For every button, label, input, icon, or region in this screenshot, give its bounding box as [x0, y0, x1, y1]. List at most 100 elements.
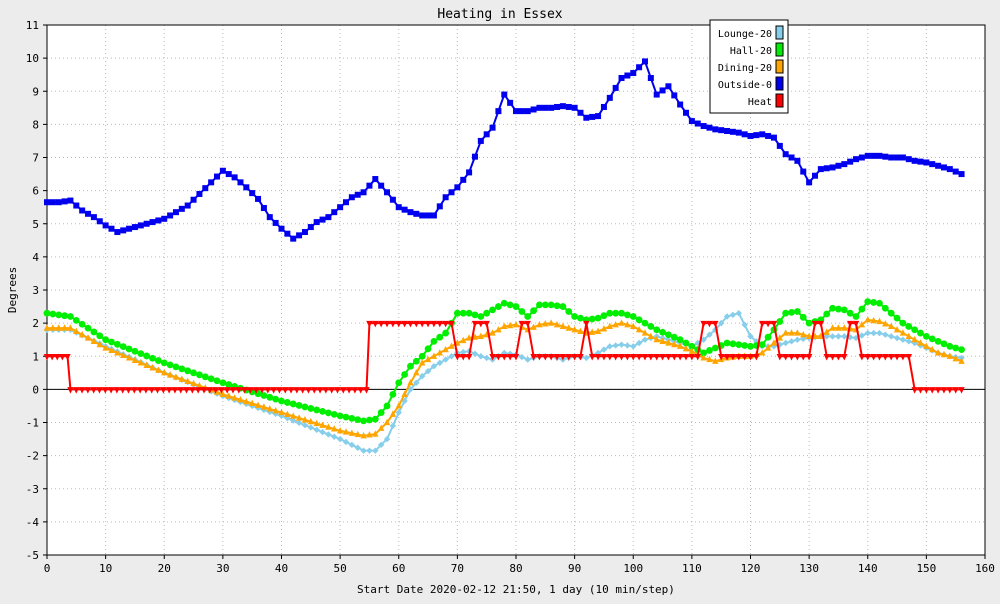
data-point: [641, 336, 649, 343]
data-point: [536, 354, 543, 361]
data-point: [61, 324, 68, 331]
data-point: [753, 338, 760, 345]
data-point: [249, 190, 256, 197]
data-point: [55, 199, 62, 206]
data-point: [213, 377, 221, 385]
data-point: [90, 337, 98, 344]
data-point: [200, 387, 208, 394]
data-point: [305, 387, 312, 394]
data-point: [184, 202, 191, 209]
data-point: [888, 354, 895, 361]
data-point: [430, 352, 438, 359]
data-point: [148, 387, 155, 394]
data-point: [295, 414, 303, 421]
data-point: [342, 438, 350, 446]
data-point: [506, 354, 514, 361]
data-point: [835, 162, 842, 169]
data-point: [424, 367, 432, 375]
data-point: [630, 70, 637, 77]
data-point: [829, 304, 836, 312]
data-point: [852, 313, 860, 320]
data-point: [583, 114, 590, 121]
data-point: [436, 203, 443, 210]
data-point: [453, 309, 461, 317]
data-point: [290, 417, 297, 424]
data-point: [530, 354, 537, 361]
data-point: [330, 410, 338, 418]
data-point: [940, 387, 948, 394]
data-point: [501, 354, 508, 361]
data-point: [864, 354, 871, 361]
data-point: [289, 400, 297, 408]
data-point: [571, 354, 578, 361]
data-point: [284, 230, 291, 237]
data-point: [407, 320, 414, 328]
y-tick-label: 3: [32, 284, 39, 297]
data-point: [911, 387, 918, 394]
data-point: [419, 359, 426, 366]
data-point: [788, 354, 795, 361]
data-point: [594, 327, 602, 335]
data-point: [888, 154, 895, 161]
data-point: [342, 428, 350, 435]
data-point: [583, 320, 590, 328]
data-point: [107, 387, 115, 394]
data-point: [530, 323, 537, 330]
data-point: [125, 387, 132, 394]
data-point: [295, 402, 303, 409]
data-point: [165, 387, 173, 394]
data-point: [225, 381, 233, 388]
data-point: [395, 402, 402, 409]
data-point: [413, 369, 420, 376]
x-tick-label: 110: [682, 562, 702, 575]
data-point: [653, 335, 660, 343]
data-point: [747, 333, 754, 340]
legend-box: [709, 19, 789, 114]
data-point: [922, 332, 930, 340]
data-point: [929, 345, 936, 353]
data-point: [389, 422, 397, 430]
data-point: [676, 354, 684, 361]
data-point: [917, 339, 924, 346]
data-point: [800, 330, 807, 338]
data-point: [893, 314, 901, 322]
data-point: [237, 396, 244, 403]
legend-swatch: [775, 42, 784, 57]
x-tick-label: 30: [216, 562, 229, 575]
data-point: [208, 179, 215, 186]
y-axis-label: Degrees: [6, 267, 19, 313]
data-point: [706, 320, 713, 328]
data-point: [72, 316, 80, 324]
y-tick-label: 1: [32, 350, 39, 363]
data-point: [712, 357, 719, 364]
data-point: [864, 152, 871, 159]
data-point: [659, 328, 666, 336]
data-point: [958, 346, 965, 354]
data-point: [171, 387, 179, 394]
data-point: [395, 320, 402, 328]
x-tick-label: 140: [858, 562, 878, 575]
data-point: [471, 333, 479, 340]
data-point: [952, 387, 959, 394]
data-point: [676, 342, 684, 349]
data-point: [682, 344, 690, 352]
data-point: [841, 354, 848, 361]
data-point: [348, 429, 356, 436]
data-point: [682, 339, 690, 347]
data-point: [255, 195, 262, 202]
series-outside-0: [44, 58, 965, 242]
x-tick-label: 20: [158, 562, 171, 575]
data-point: [331, 209, 338, 216]
data-point: [96, 332, 104, 340]
data-point: [753, 354, 760, 361]
data-point: [753, 132, 760, 139]
data-point: [348, 194, 355, 201]
x-tick-label: 80: [509, 562, 522, 575]
data-point: [712, 320, 719, 328]
data-point: [858, 154, 865, 161]
data-point: [167, 212, 174, 219]
data-point: [665, 354, 672, 361]
data-point: [424, 345, 432, 353]
data-point: [383, 435, 391, 443]
